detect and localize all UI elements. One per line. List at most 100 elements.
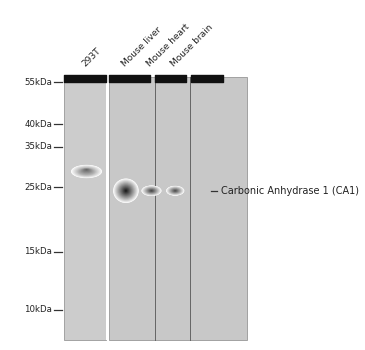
Ellipse shape bbox=[149, 189, 154, 192]
Ellipse shape bbox=[75, 167, 98, 176]
Ellipse shape bbox=[167, 186, 184, 195]
Ellipse shape bbox=[79, 168, 94, 175]
Bar bbox=[106, 77, 109, 340]
Ellipse shape bbox=[78, 168, 95, 175]
Ellipse shape bbox=[120, 186, 131, 196]
Ellipse shape bbox=[82, 169, 91, 172]
Text: Mouse heart: Mouse heart bbox=[145, 22, 191, 68]
Ellipse shape bbox=[115, 180, 138, 202]
Ellipse shape bbox=[142, 186, 161, 196]
Ellipse shape bbox=[145, 188, 158, 194]
Text: Mouse liver: Mouse liver bbox=[120, 25, 163, 68]
Ellipse shape bbox=[122, 187, 130, 195]
Bar bbox=[109, 77, 247, 340]
Ellipse shape bbox=[83, 169, 90, 171]
Ellipse shape bbox=[170, 188, 180, 193]
Ellipse shape bbox=[82, 169, 91, 173]
Ellipse shape bbox=[147, 189, 155, 193]
Ellipse shape bbox=[171, 189, 179, 193]
Ellipse shape bbox=[73, 166, 100, 177]
Ellipse shape bbox=[77, 168, 96, 175]
Ellipse shape bbox=[119, 184, 133, 197]
Ellipse shape bbox=[80, 168, 93, 174]
Ellipse shape bbox=[71, 165, 102, 178]
Ellipse shape bbox=[171, 189, 179, 193]
Ellipse shape bbox=[172, 189, 178, 192]
Ellipse shape bbox=[73, 166, 100, 177]
Ellipse shape bbox=[76, 167, 97, 176]
Ellipse shape bbox=[144, 187, 159, 195]
Ellipse shape bbox=[170, 188, 181, 194]
Ellipse shape bbox=[150, 190, 153, 192]
Ellipse shape bbox=[125, 190, 127, 192]
Ellipse shape bbox=[85, 169, 88, 170]
Ellipse shape bbox=[174, 190, 177, 191]
Ellipse shape bbox=[167, 186, 184, 195]
Ellipse shape bbox=[81, 169, 92, 173]
Ellipse shape bbox=[85, 169, 88, 170]
Ellipse shape bbox=[150, 190, 153, 191]
Ellipse shape bbox=[150, 190, 153, 191]
Ellipse shape bbox=[86, 169, 87, 170]
Ellipse shape bbox=[119, 184, 132, 197]
Ellipse shape bbox=[146, 188, 157, 194]
Ellipse shape bbox=[72, 165, 101, 178]
Ellipse shape bbox=[168, 187, 182, 195]
Ellipse shape bbox=[174, 190, 177, 191]
Ellipse shape bbox=[117, 182, 135, 199]
Ellipse shape bbox=[168, 187, 182, 195]
Ellipse shape bbox=[148, 189, 155, 192]
Ellipse shape bbox=[124, 189, 127, 192]
Ellipse shape bbox=[143, 186, 160, 195]
Ellipse shape bbox=[142, 186, 161, 196]
Ellipse shape bbox=[115, 181, 137, 201]
Ellipse shape bbox=[123, 188, 128, 193]
Ellipse shape bbox=[84, 169, 89, 171]
Text: Carbonic Anhydrase 1 (CA1): Carbonic Anhydrase 1 (CA1) bbox=[221, 186, 359, 196]
Ellipse shape bbox=[143, 186, 160, 195]
Ellipse shape bbox=[166, 186, 184, 196]
Ellipse shape bbox=[172, 189, 179, 193]
Text: 10kDa: 10kDa bbox=[24, 305, 52, 314]
Ellipse shape bbox=[118, 183, 134, 198]
Ellipse shape bbox=[146, 188, 157, 194]
Ellipse shape bbox=[173, 190, 177, 192]
Bar bbox=[64, 77, 106, 340]
Ellipse shape bbox=[81, 169, 92, 173]
Ellipse shape bbox=[174, 190, 176, 191]
Ellipse shape bbox=[78, 168, 95, 175]
Ellipse shape bbox=[84, 169, 89, 171]
Ellipse shape bbox=[118, 183, 134, 199]
Ellipse shape bbox=[119, 184, 133, 198]
Ellipse shape bbox=[169, 187, 181, 194]
Ellipse shape bbox=[124, 190, 127, 192]
Ellipse shape bbox=[145, 187, 158, 195]
Ellipse shape bbox=[122, 187, 130, 195]
Ellipse shape bbox=[147, 188, 156, 193]
Ellipse shape bbox=[171, 188, 180, 193]
Ellipse shape bbox=[83, 169, 90, 172]
Ellipse shape bbox=[114, 179, 138, 203]
Ellipse shape bbox=[145, 187, 158, 194]
Ellipse shape bbox=[168, 187, 183, 195]
Ellipse shape bbox=[151, 190, 152, 191]
Ellipse shape bbox=[147, 189, 156, 193]
Ellipse shape bbox=[142, 186, 161, 196]
Text: 293T: 293T bbox=[80, 46, 103, 68]
Ellipse shape bbox=[169, 188, 181, 194]
Ellipse shape bbox=[114, 180, 138, 202]
Ellipse shape bbox=[121, 186, 131, 196]
Ellipse shape bbox=[124, 189, 128, 193]
Ellipse shape bbox=[169, 188, 181, 194]
Ellipse shape bbox=[81, 168, 92, 174]
Ellipse shape bbox=[80, 168, 93, 174]
Ellipse shape bbox=[166, 186, 184, 196]
Text: Mouse brain: Mouse brain bbox=[169, 23, 215, 68]
Ellipse shape bbox=[172, 189, 178, 192]
Ellipse shape bbox=[144, 187, 159, 195]
Ellipse shape bbox=[116, 181, 136, 200]
Ellipse shape bbox=[144, 187, 159, 195]
Text: 25kDa: 25kDa bbox=[24, 183, 52, 192]
Ellipse shape bbox=[117, 182, 135, 199]
Ellipse shape bbox=[79, 168, 94, 175]
